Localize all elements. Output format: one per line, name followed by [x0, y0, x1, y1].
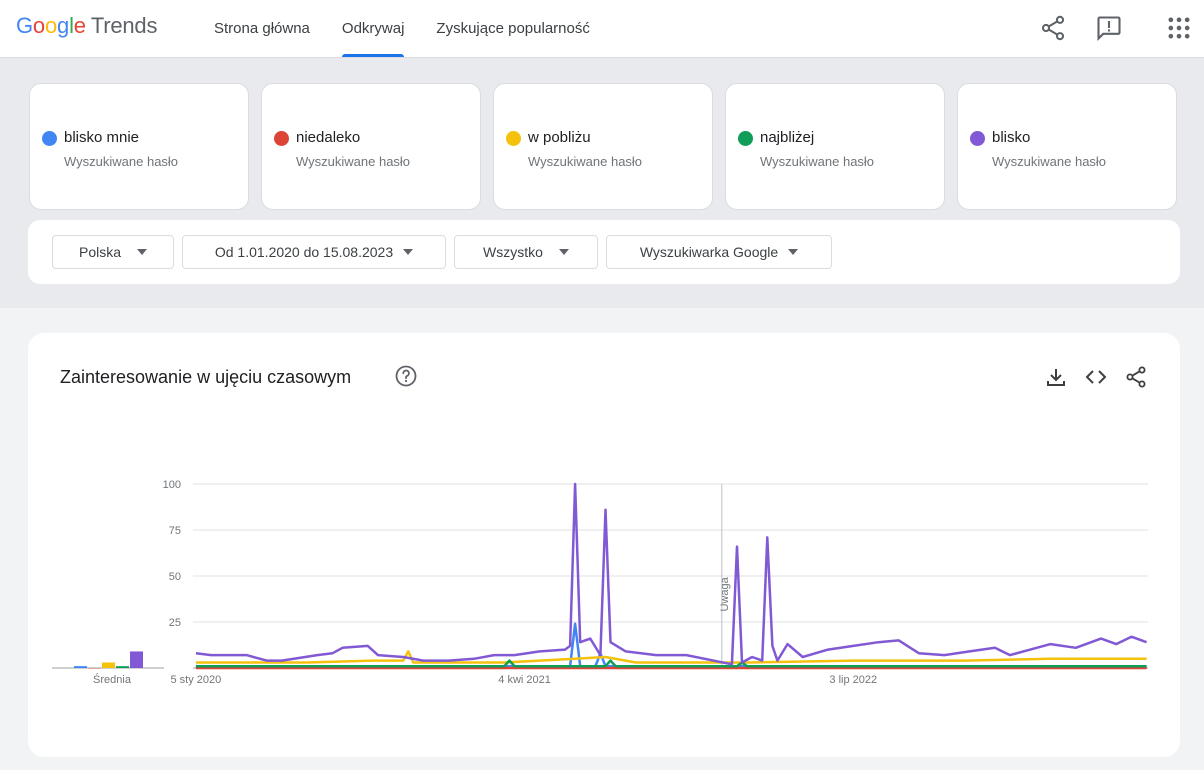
series-line-blisko	[195, 482, 1148, 666]
category-value: Wszystko	[483, 244, 543, 260]
tab-trending[interactable]: Zyskujące popularność	[420, 0, 605, 57]
term-color-dot	[274, 131, 289, 146]
filter-bar: Polska Od 1.01.2020 do 15.08.2023 Wszyst…	[28, 220, 1180, 284]
term-subtitle: Wyszukiwane hasło	[296, 154, 411, 169]
region-value: Polska	[78, 244, 122, 260]
term-name: najbliżej	[760, 129, 815, 146]
y-tick-label: 25	[169, 617, 181, 629]
card-title: Zainteresowanie w ujęciu czasowym	[60, 367, 352, 387]
property-dropdown[interactable]: Wyszukiwarka Google	[606, 235, 832, 269]
share-icon[interactable]	[1039, 14, 1067, 42]
term-subtitle: Wyszukiwane hasło	[992, 154, 1107, 169]
share-icon[interactable]	[1124, 365, 1148, 389]
property-value: Wyszukiwarka Google	[639, 244, 779, 260]
interest-over-time-card: Zainteresowanie w ujęciu czasowym 25 50 75…	[28, 333, 1180, 757]
chevron-down-icon	[788, 249, 799, 255]
average-bar	[116, 666, 129, 668]
chevron-down-icon	[137, 249, 148, 255]
average-bar	[102, 662, 115, 668]
average-label: Średnia	[93, 673, 132, 686]
term-card-5[interactable]: blisko Wyszukiwane hasło	[957, 83, 1177, 210]
interest-chart[interactable]: 25 50 75 100 5 sty 2020 4 kwi 2021 3 lip 2022 U…	[28, 333, 1180, 757]
embed-icon[interactable]	[1084, 365, 1108, 389]
y-tick-label: 100	[163, 479, 181, 491]
logo-trends-text: Trends	[90, 13, 158, 38]
help-icon[interactable]	[394, 364, 418, 388]
date-range-value: Od 1.01.2020 do 15.08.2023	[214, 244, 394, 260]
category-dropdown[interactable]: Wszystko	[454, 235, 598, 269]
x-tick-label: 5 sty 2020	[171, 674, 222, 686]
main-nav: Strona główna Odkrywaj Zyskujące popular…	[198, 0, 606, 57]
average-bar	[130, 651, 143, 668]
x-tick-label: 4 kwi 2021	[498, 674, 551, 686]
tab-trending-label: Zyskujące popularność	[436, 20, 590, 37]
term-card-3[interactable]: w pobliżu Wyszukiwane hasło	[493, 83, 713, 210]
annotation-label: Uwaga	[719, 576, 731, 611]
term-color-dot	[738, 131, 753, 146]
term-subtitle: Wyszukiwane hasło	[64, 154, 179, 169]
chevron-down-icon	[403, 249, 414, 255]
chevron-down-icon	[558, 249, 569, 255]
average-bar	[74, 666, 87, 668]
term-subtitle: Wyszukiwane hasło	[528, 154, 643, 169]
google-trends-logo[interactable]: Google Trends	[16, 13, 157, 39]
term-card-4[interactable]: najbliżej Wyszukiwane hasło	[725, 83, 945, 210]
tab-home-label: Strona główna	[214, 20, 310, 37]
apps-grid-icon[interactable]	[1165, 14, 1193, 42]
term-card-1[interactable]: blisko mnie Wyszukiwane hasło	[29, 83, 249, 210]
logo-google-text: Google	[16, 13, 86, 38]
term-name: blisko	[992, 129, 1031, 146]
average-bar	[88, 668, 101, 669]
region-dropdown[interactable]: Polska	[52, 235, 174, 269]
feedback-icon[interactable]	[1095, 14, 1123, 42]
series-line-w-pobliżu	[195, 650, 1147, 664]
tab-explore[interactable]: Odkrywaj	[326, 0, 421, 57]
term-color-dot	[42, 131, 57, 146]
term-color-dot	[506, 131, 521, 146]
term-name: niedaleko	[296, 129, 361, 146]
download-icon[interactable]	[1044, 365, 1068, 389]
date-range-dropdown[interactable]: Od 1.01.2020 do 15.08.2023	[182, 235, 446, 269]
x-tick-label: 3 lip 2022	[829, 674, 877, 686]
term-card-2[interactable]: niedaleko Wyszukiwane hasło	[261, 83, 481, 210]
tab-home[interactable]: Strona główna	[198, 0, 326, 57]
tab-explore-label: Odkrywaj	[341, 20, 405, 37]
top-header: Google Trends Strona główna Odkrywaj Zysk…	[0, 0, 1204, 58]
y-tick-label: 75	[169, 525, 181, 537]
term-color-dot	[970, 131, 985, 146]
term-name: blisko mnie	[64, 129, 140, 146]
y-tick-label: 50	[169, 571, 181, 583]
term-subtitle: Wyszukiwane hasło	[760, 154, 875, 169]
series-line-najbliżej	[195, 659, 1147, 668]
term-name: w pobliżu	[528, 129, 591, 146]
